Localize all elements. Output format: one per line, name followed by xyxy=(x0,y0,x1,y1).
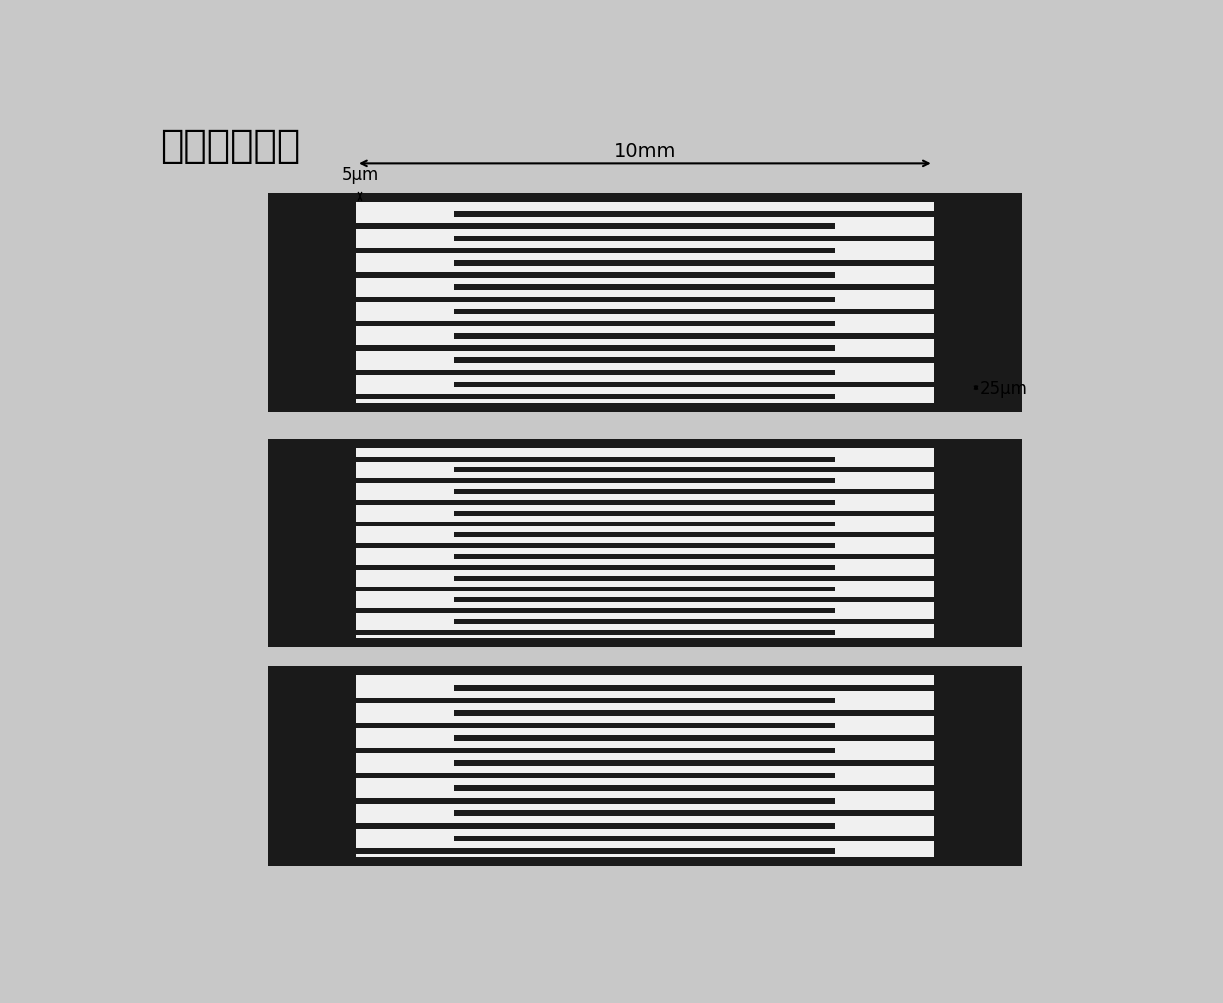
Bar xyxy=(454,710,933,716)
Bar xyxy=(356,849,835,854)
Bar xyxy=(454,261,933,266)
Bar xyxy=(454,555,933,560)
Bar xyxy=(268,439,1022,647)
Bar xyxy=(356,630,835,635)
Bar xyxy=(356,676,933,858)
Bar xyxy=(356,448,933,638)
Bar xyxy=(356,566,835,570)
Bar xyxy=(356,203,933,403)
Bar xyxy=(356,457,835,462)
Bar xyxy=(268,667,1022,867)
Bar xyxy=(356,273,835,279)
Bar xyxy=(356,370,835,376)
Bar xyxy=(356,394,835,400)
Bar xyxy=(454,835,933,842)
Bar xyxy=(454,576,933,581)
Bar xyxy=(356,587,835,592)
Bar xyxy=(454,785,933,791)
Bar xyxy=(454,212,933,218)
Bar xyxy=(454,285,933,291)
Bar xyxy=(454,489,933,494)
Bar xyxy=(356,322,835,327)
Bar xyxy=(356,823,835,828)
Bar xyxy=(356,523,835,527)
Bar xyxy=(356,225,835,230)
Text: 25μm: 25μm xyxy=(980,379,1027,397)
Bar xyxy=(454,358,933,364)
Bar xyxy=(268,194,1022,412)
Bar xyxy=(356,478,835,483)
Bar xyxy=(454,310,933,315)
Bar xyxy=(454,760,933,766)
Bar xyxy=(454,620,933,624)
Bar xyxy=(454,512,933,517)
Bar xyxy=(356,249,835,254)
Bar xyxy=(356,748,835,753)
Bar xyxy=(454,334,933,339)
Text: 连接用电极部: 连接用电极部 xyxy=(160,126,300,164)
Bar xyxy=(454,735,933,741)
Bar xyxy=(356,773,835,778)
Bar xyxy=(356,698,835,703)
Bar xyxy=(356,346,835,351)
Bar xyxy=(454,533,933,538)
Text: 5μm: 5μm xyxy=(341,166,379,185)
Bar xyxy=(454,685,933,691)
Bar xyxy=(356,297,835,303)
Bar xyxy=(454,810,933,816)
Bar xyxy=(356,500,835,506)
Bar xyxy=(356,609,835,614)
Bar xyxy=(454,382,933,388)
Bar xyxy=(454,237,933,242)
Bar xyxy=(356,723,835,728)
Text: 10mm: 10mm xyxy=(614,141,676,160)
Bar xyxy=(356,544,835,549)
Bar xyxy=(356,798,835,803)
Bar xyxy=(454,598,933,603)
Bar xyxy=(454,468,933,472)
